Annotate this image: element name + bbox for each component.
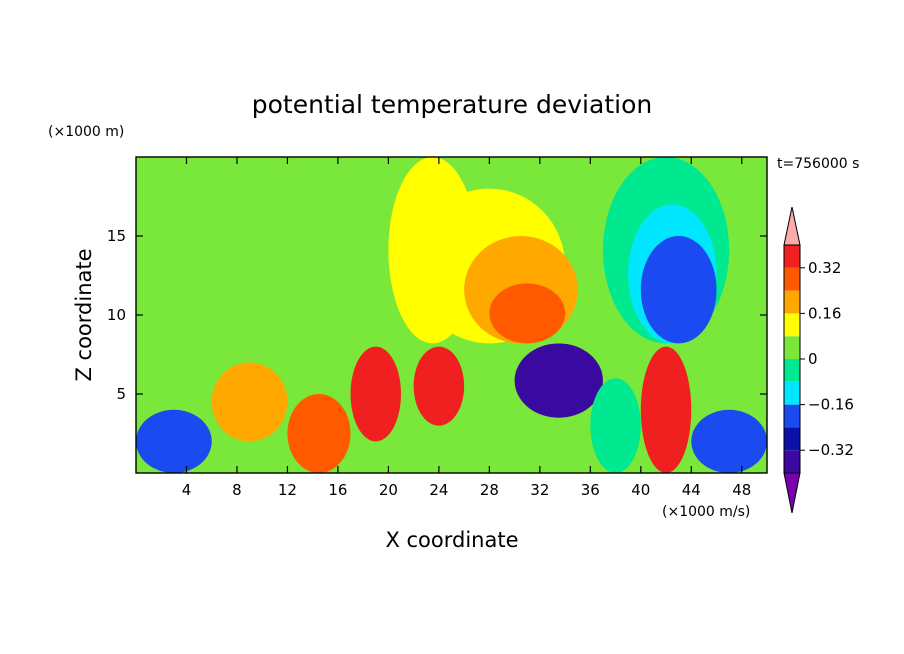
- region-18: [691, 409, 767, 473]
- x-axis-title: X coordinate: [385, 528, 518, 552]
- x-tick-label: 12: [278, 481, 297, 499]
- x-tick-label: 20: [379, 481, 398, 499]
- region-17: [640, 346, 692, 473]
- region-11: [211, 362, 288, 442]
- colorbar-tick-label: 0: [808, 350, 818, 368]
- colorbar-top-arrow: [783, 206, 801, 246]
- colorbar-swatch: [784, 290, 800, 314]
- colorbar: 0.32 0.16 0 −0.16 −0.32: [783, 206, 854, 514]
- region-13: [350, 346, 402, 442]
- x-tick-label: 48: [732, 481, 751, 499]
- plot-area: [136, 157, 767, 473]
- y-tick-label: 15: [107, 227, 126, 245]
- colorbar-swatch: [784, 336, 800, 359]
- time-label: t=756000 s: [777, 156, 859, 172]
- x-tick-label: 8: [232, 481, 242, 499]
- x-tick-label: 4: [182, 481, 192, 499]
- region-5: [489, 283, 566, 344]
- colorbar-bottom-arrow: [783, 472, 801, 514]
- y-tick-label: 10: [107, 306, 126, 324]
- region-8: [640, 236, 717, 344]
- colorbar-swatch: [784, 313, 800, 337]
- x-tick-label: 24: [429, 481, 448, 499]
- region-16: [590, 378, 641, 473]
- colorbar-swatch: [784, 381, 800, 405]
- colorbar-swatch: [784, 359, 800, 382]
- x-axis: 4 8 12 16 20 24 28 32 36 40 44 48: [182, 157, 751, 499]
- x-tick-label: 32: [530, 481, 549, 499]
- colorbar-tick-label: 0.16: [808, 304, 841, 322]
- region-1: [186, 188, 338, 331]
- colorbar-tick-label: 0.32: [808, 259, 841, 277]
- x-tick-label: 40: [631, 481, 650, 499]
- region-12: [287, 394, 351, 473]
- x-unit-label: (×1000 m/s): [662, 504, 750, 520]
- colorbar-tick-label: −0.32: [808, 441, 854, 459]
- colorbar-swatch: [784, 427, 800, 451]
- colorbar-swatch: [784, 404, 800, 428]
- chart-title: potential temperature deviation: [252, 90, 652, 119]
- colorbar-tick-label: −0.16: [808, 396, 854, 414]
- y-axis: 5 10 15: [107, 227, 767, 403]
- region-15: [514, 343, 603, 418]
- x-tick-label: 16: [328, 481, 347, 499]
- x-tick-label: 36: [581, 481, 600, 499]
- x-tick-label: 44: [682, 481, 701, 499]
- y-unit-label: (×1000 m): [48, 124, 124, 140]
- region-10: [136, 409, 212, 473]
- y-tick-label: 5: [116, 385, 126, 403]
- colorbar-swatch: [784, 450, 800, 473]
- y-axis-title: Z coordinate: [72, 248, 96, 381]
- colorbar-swatch: [784, 245, 800, 268]
- x-tick-label: 28: [480, 481, 499, 499]
- region-14: [413, 346, 465, 426]
- colorbar-swatch: [784, 267, 800, 291]
